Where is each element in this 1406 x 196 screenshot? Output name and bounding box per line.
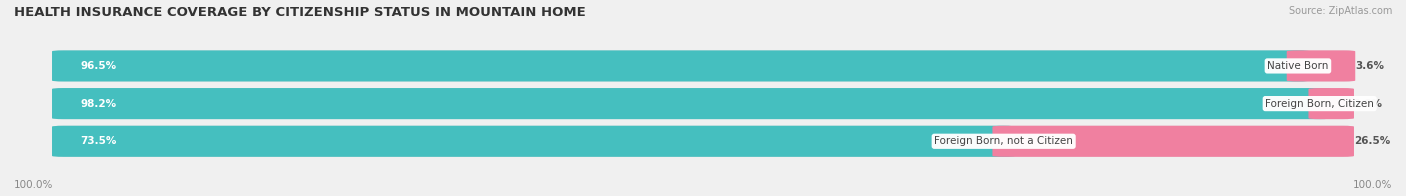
Text: 98.2%: 98.2% <box>80 99 117 109</box>
FancyBboxPatch shape <box>52 50 1309 82</box>
FancyBboxPatch shape <box>1309 88 1354 119</box>
Text: Foreign Born, Citizen: Foreign Born, Citizen <box>1265 99 1374 109</box>
FancyBboxPatch shape <box>993 126 1354 157</box>
FancyBboxPatch shape <box>52 50 1354 82</box>
Text: Source: ZipAtlas.com: Source: ZipAtlas.com <box>1288 6 1392 16</box>
FancyBboxPatch shape <box>52 88 1354 119</box>
Text: 100.0%: 100.0% <box>1353 180 1392 190</box>
FancyBboxPatch shape <box>52 126 1015 157</box>
Text: 1.8%: 1.8% <box>1354 99 1384 109</box>
FancyBboxPatch shape <box>1286 50 1355 82</box>
Text: 3.6%: 3.6% <box>1355 61 1385 71</box>
Text: Native Born: Native Born <box>1267 61 1329 71</box>
Text: 26.5%: 26.5% <box>1354 136 1391 146</box>
Text: 100.0%: 100.0% <box>14 180 53 190</box>
FancyBboxPatch shape <box>52 126 1354 157</box>
Text: Foreign Born, not a Citizen: Foreign Born, not a Citizen <box>934 136 1073 146</box>
Text: 96.5%: 96.5% <box>80 61 117 71</box>
Text: 73.5%: 73.5% <box>80 136 117 146</box>
Text: HEALTH INSURANCE COVERAGE BY CITIZENSHIP STATUS IN MOUNTAIN HOME: HEALTH INSURANCE COVERAGE BY CITIZENSHIP… <box>14 6 586 19</box>
FancyBboxPatch shape <box>52 88 1331 119</box>
